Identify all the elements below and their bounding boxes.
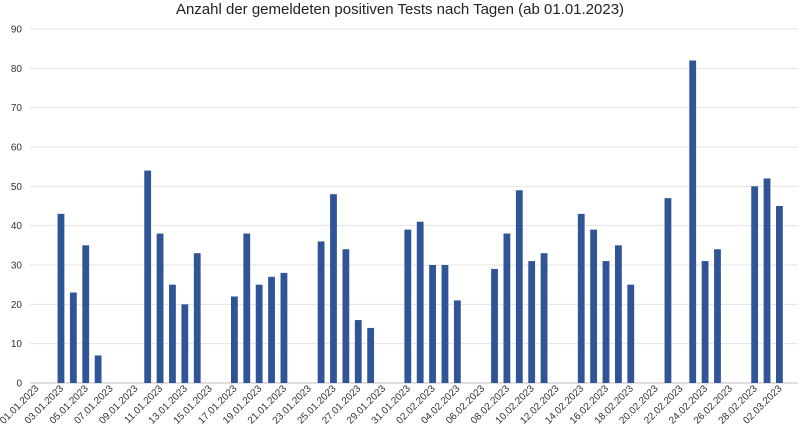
bar (82, 245, 90, 383)
bar (689, 60, 697, 383)
bar (453, 300, 461, 383)
bar (404, 229, 412, 383)
bar (503, 233, 511, 383)
bar (491, 268, 498, 383)
bar (577, 213, 585, 383)
bar (416, 221, 424, 383)
bar (441, 265, 449, 383)
bar (528, 261, 536, 383)
y-tick-label: 70 (11, 103, 23, 114)
bar (590, 229, 598, 383)
bar (367, 327, 375, 383)
bar (330, 194, 337, 383)
bar (144, 170, 152, 383)
bar (243, 233, 251, 383)
bar (181, 304, 189, 383)
bar (255, 284, 263, 383)
bar (540, 253, 548, 383)
y-tick-label: 30 (11, 261, 23, 272)
y-tick-label: 60 (11, 143, 23, 154)
bar (627, 284, 635, 383)
bar (342, 249, 350, 383)
y-tick-label: 20 (11, 300, 23, 311)
bar (664, 198, 672, 383)
y-tick-label: 10 (11, 339, 23, 350)
bar (268, 276, 275, 383)
bar (280, 272, 288, 383)
chart-title: Anzahl der gemeldeten positiven Tests na… (175, 1, 625, 18)
y-tick-label: 50 (11, 182, 23, 193)
bar (602, 261, 610, 383)
bar (169, 284, 176, 383)
bar (354, 320, 362, 383)
bar (57, 213, 65, 383)
y-tick-label: 90 (11, 25, 23, 36)
y-tick-label: 40 (11, 221, 23, 232)
bar (515, 190, 523, 383)
y-tick-label: 80 (11, 64, 23, 75)
bar (429, 265, 436, 383)
bar (763, 178, 771, 383)
bar (614, 245, 622, 383)
bar (156, 233, 164, 383)
bar (317, 241, 325, 383)
y-tick-label: 0 (16, 379, 22, 390)
bar (193, 253, 201, 383)
bar (714, 249, 721, 383)
bar (94, 355, 102, 383)
bar (230, 296, 238, 383)
bar (751, 186, 759, 383)
bar (69, 292, 77, 383)
bar (701, 261, 709, 383)
bar (776, 206, 783, 383)
